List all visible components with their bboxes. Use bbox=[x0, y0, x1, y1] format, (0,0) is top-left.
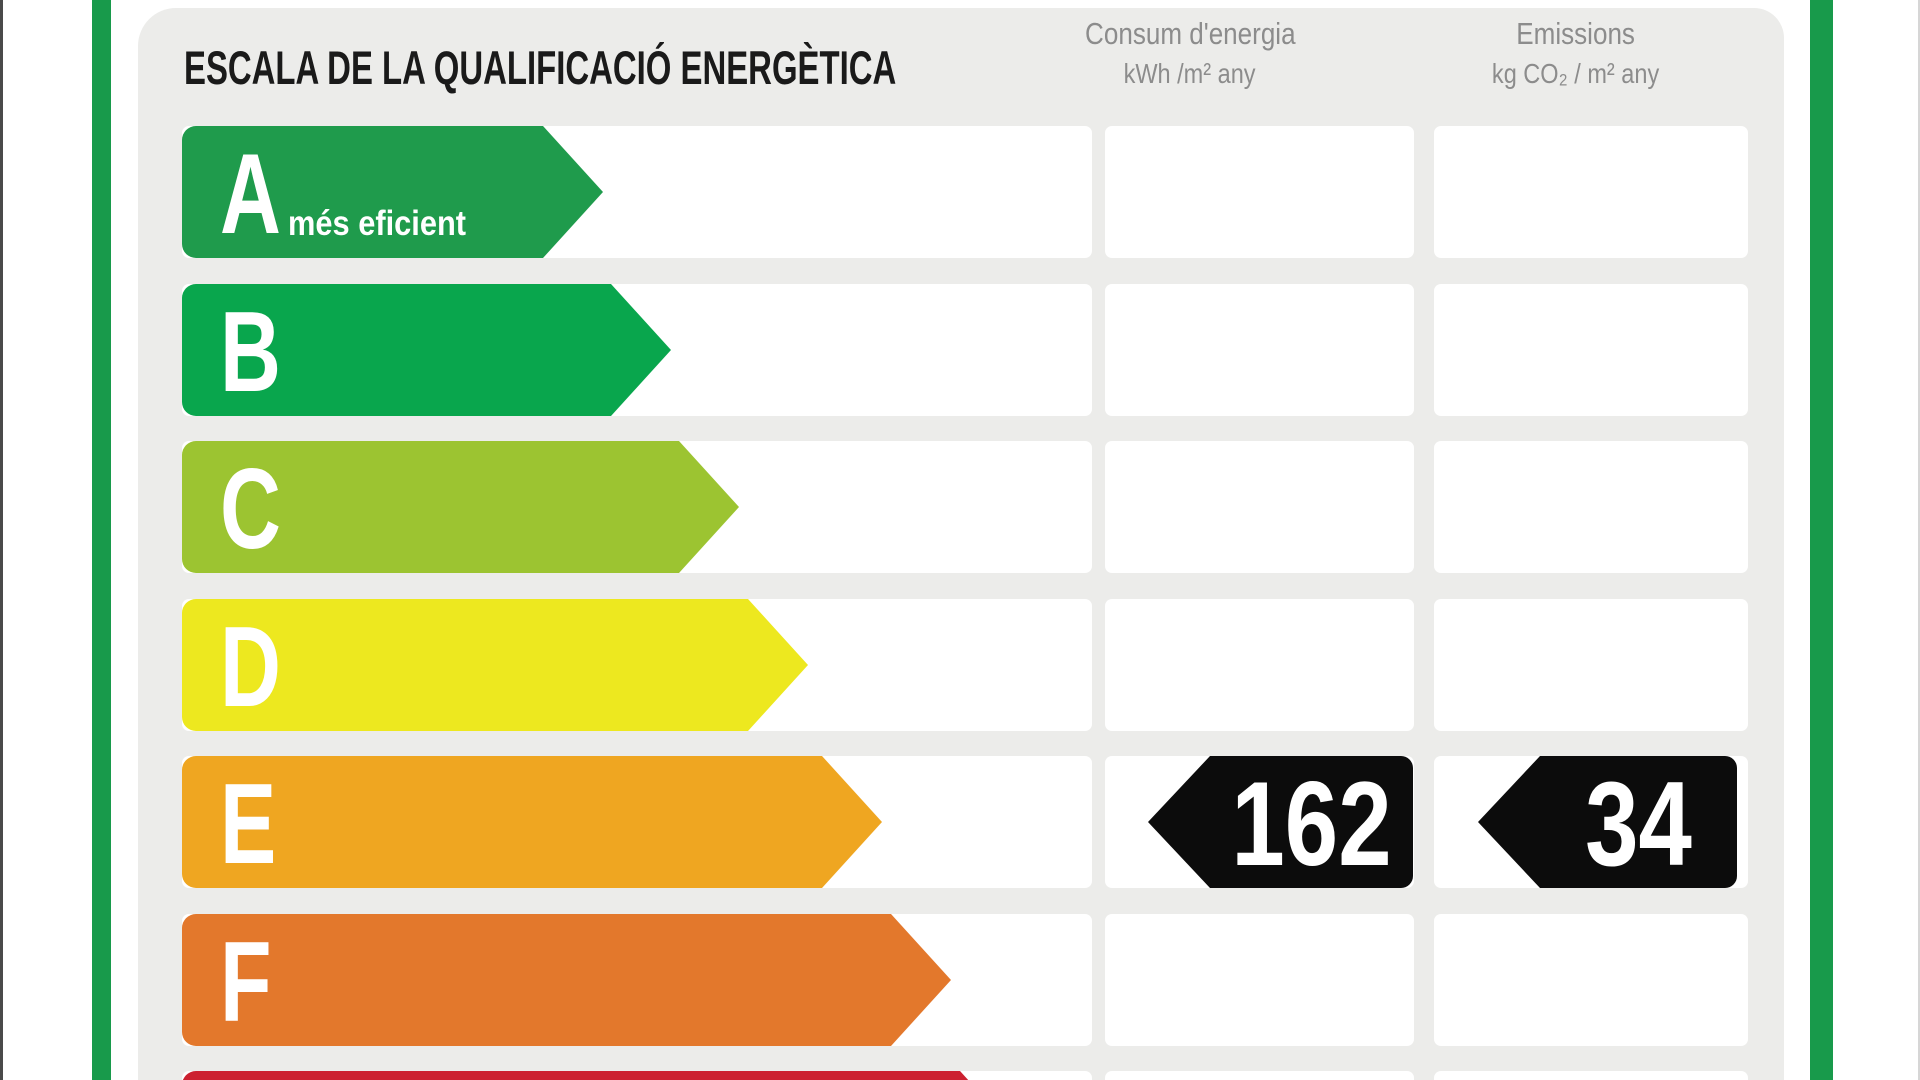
rating-letter-B: B bbox=[220, 288, 281, 416]
rating-letter-G: G bbox=[220, 1071, 286, 1080]
rating-bar-E: E bbox=[182, 756, 882, 888]
grid-cell-D-col3 bbox=[1434, 598, 1748, 731]
grid-cell-C-col2 bbox=[1105, 441, 1414, 573]
grid-cell-D-col2 bbox=[1105, 598, 1414, 731]
rating-letter-C: C bbox=[220, 446, 281, 573]
consumption-header-units: kWh /m² any bbox=[1123, 58, 1256, 89]
grid-cell-A-col2 bbox=[1105, 126, 1414, 258]
grid-cell-G-col3 bbox=[1434, 1071, 1748, 1080]
green-frame-border-right bbox=[1810, 0, 1833, 1080]
consumption-value-arrow-text: 162 bbox=[1231, 757, 1392, 891]
page-title-text: ESCALA DE LA QUALIFICACIÓ ENERGÈTICA bbox=[184, 41, 897, 94]
grid-cell-G-col2 bbox=[1105, 1071, 1414, 1080]
consumption-column-header: Consum d'energia kWh /m² any bbox=[1030, 16, 1350, 90]
page-right-edge-line bbox=[1918, 0, 1920, 1080]
grid-cell-B-col3 bbox=[1434, 283, 1748, 416]
rating-bar-G: G bbox=[182, 1071, 1020, 1080]
consumption-header-line1: Consum d'energia bbox=[1084, 16, 1296, 51]
green-frame-border-left bbox=[92, 0, 111, 1080]
consumption-value-arrow: 162 bbox=[1148, 756, 1413, 891]
rating-bar-D: D bbox=[182, 598, 808, 731]
emissions-header-units: kg CO₂ / m² any bbox=[1492, 58, 1660, 89]
rating-letter-D: D bbox=[220, 603, 281, 731]
rating-sublabel-A: més eficient bbox=[288, 204, 467, 243]
grid-cell-C-col3 bbox=[1434, 441, 1748, 573]
rating-letter-A: A bbox=[220, 131, 281, 258]
rating-row-G: G bbox=[0, 1071, 1920, 1080]
grid-cell-F-col2 bbox=[1105, 913, 1414, 1046]
grid-cell-B-col2 bbox=[1105, 283, 1414, 416]
grid-cell-F-col3 bbox=[1434, 913, 1748, 1046]
rating-row-C: C bbox=[0, 441, 1920, 573]
rating-row-E: E 162 34 bbox=[0, 756, 1920, 891]
rating-bar-F: F bbox=[182, 913, 951, 1046]
rating-bar-B: B bbox=[182, 283, 671, 416]
rating-bar-C: C bbox=[182, 441, 739, 573]
rating-row-D: D bbox=[0, 598, 1920, 731]
rating-letter-E: E bbox=[220, 761, 277, 888]
rating-row-F: F bbox=[0, 913, 1920, 1046]
page-left-edge-line bbox=[0, 0, 3, 1080]
emissions-header-line1: Emissions bbox=[1516, 16, 1636, 51]
emissions-value-arrow: 34 bbox=[1478, 756, 1737, 891]
page-title: ESCALA DE LA QUALIFICACIÓ ENERGÈTICA bbox=[184, 40, 1201, 95]
emissions-value-arrow-text: 34 bbox=[1585, 757, 1692, 891]
grid-cell-A-col3 bbox=[1434, 126, 1748, 258]
emissions-column-header: Emissions kg CO₂ / m² any bbox=[1416, 16, 1736, 90]
rating-letter-F: F bbox=[220, 918, 272, 1046]
rating-row-B: B bbox=[0, 283, 1920, 416]
